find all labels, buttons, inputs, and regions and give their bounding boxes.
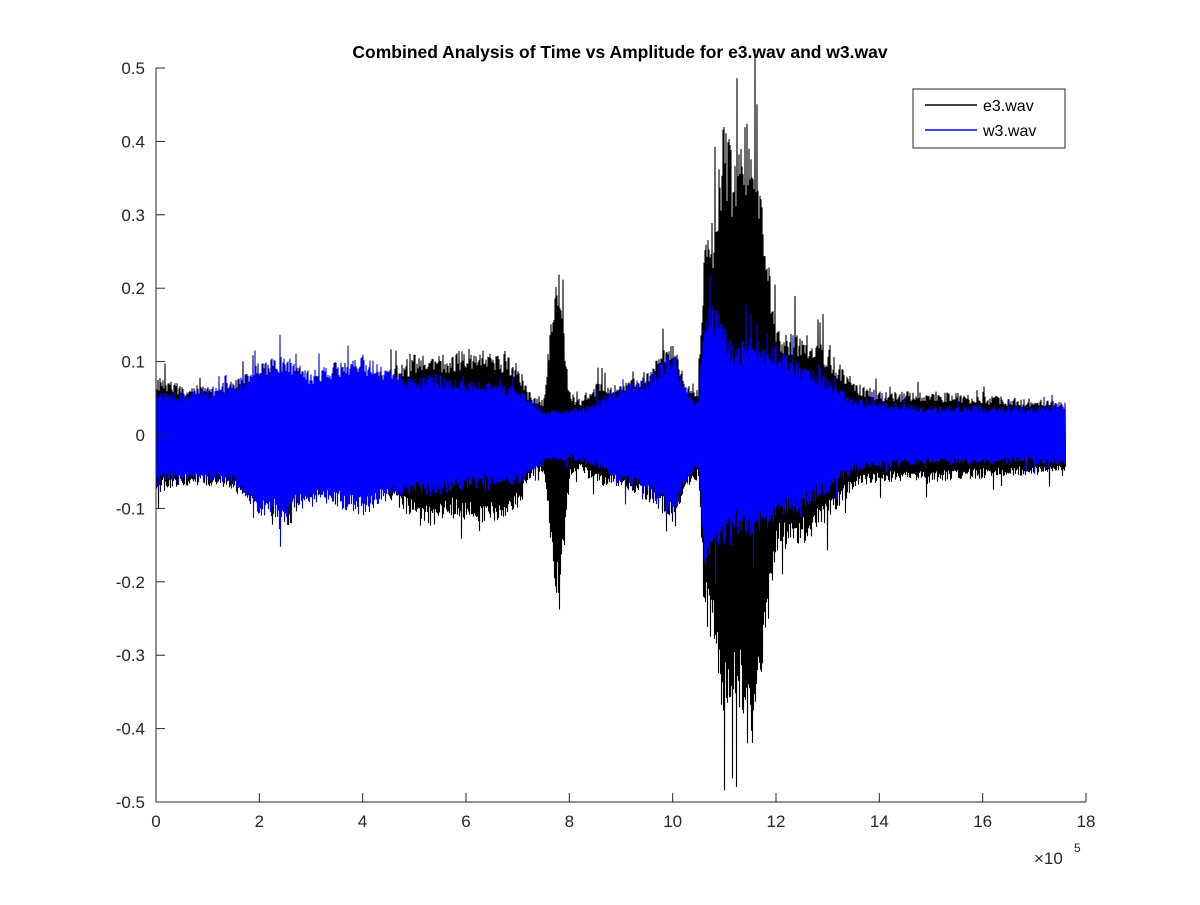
y-tick-label: -0.4 xyxy=(116,720,145,739)
x-tick-label: 16 xyxy=(973,812,992,831)
y-tick-label: 0.3 xyxy=(121,206,145,225)
x-exponent-value: 5 xyxy=(1074,841,1081,855)
x-tick-label: 4 xyxy=(358,812,367,831)
x-tick-label: 10 xyxy=(663,812,682,831)
legend-box xyxy=(912,88,1066,149)
x-tick-label: 0 xyxy=(151,812,160,831)
chart-title: Combined Analysis of Time vs Amplitude f… xyxy=(352,42,887,62)
x-tick-label: 8 xyxy=(565,812,574,831)
legend-label: w3.wav xyxy=(982,123,1036,140)
series-line-w3-wav xyxy=(155,275,1067,585)
x-tick-label: 6 xyxy=(461,812,470,831)
y-tick-label: -0.2 xyxy=(116,573,145,592)
x-tick-label: 14 xyxy=(870,812,889,831)
y-tick-label: 0.4 xyxy=(121,132,145,151)
legend: e3.wav w3.wav xyxy=(912,88,1066,149)
x-tick-label: 18 xyxy=(1077,812,1096,831)
x-exponent-label: ×10 xyxy=(1034,849,1063,868)
y-tick-label: 0.1 xyxy=(121,353,145,372)
y-tick-label: -0.1 xyxy=(116,499,145,518)
plot-area xyxy=(155,49,1067,791)
x-tick-label: 2 xyxy=(255,812,264,831)
y-tick-label: -0.5 xyxy=(116,793,145,812)
axes: 0 2 4 6 8 10 12 14 16 18 -0.5 -0.4 -0.3 -0.2 -0.1 0 0.1 0… xyxy=(116,59,1096,868)
y-tick-label: -0.3 xyxy=(116,646,145,665)
y-tick-label: 0.5 xyxy=(121,59,145,78)
y-tick-label: 0 xyxy=(136,426,145,445)
legend-label: e3.wav xyxy=(983,98,1034,115)
y-tick-label: 0.2 xyxy=(121,279,145,298)
x-tick-label: 12 xyxy=(767,812,786,831)
